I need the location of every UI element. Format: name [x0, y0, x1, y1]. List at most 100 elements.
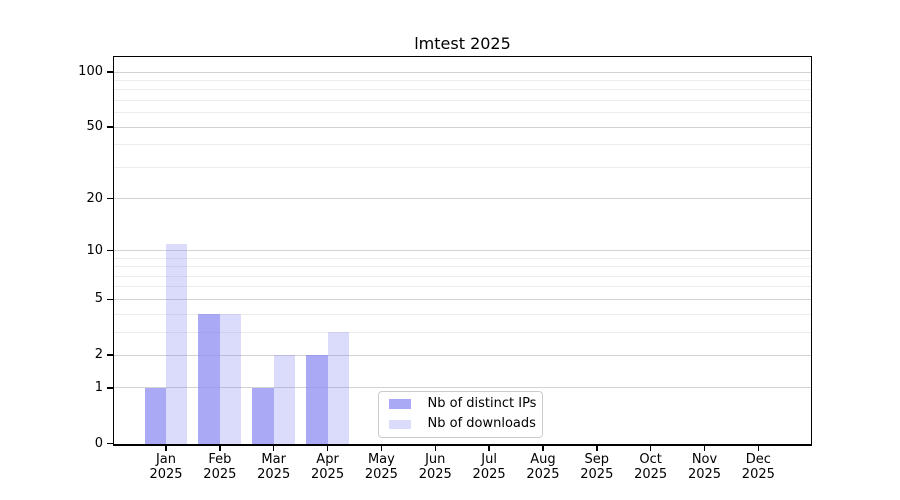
gridline-major — [114, 298, 811, 300]
x-tick-jul — [488, 445, 490, 452]
x-tick-month: Mar — [261, 452, 286, 467]
gridline-major — [114, 198, 811, 200]
y-tick-10 — [106, 249, 114, 252]
x-tick-year: 2025 — [311, 466, 345, 482]
y-tick-1 — [106, 387, 114, 389]
x-tick-year: 2025 — [687, 466, 722, 482]
x-tick-month: Sep — [584, 452, 610, 467]
x-tick-mar — [272, 445, 275, 452]
x-tick-month: Jun — [425, 452, 446, 467]
x-tick-label-sep: Sep 2025 — [567, 452, 627, 482]
x-tick-label-jan: Jan 2025 — [136, 452, 196, 482]
gridline-major — [114, 71, 811, 73]
x-tick-month: Aug — [530, 452, 556, 467]
gridline-major — [114, 126, 811, 128]
gridline-minor — [114, 275, 811, 277]
y-tick-label-10: 10 — [86, 242, 103, 258]
x-tick-year: 2025 — [580, 466, 614, 482]
bar-downloads-mar — [273, 355, 296, 444]
y-tick-5 — [106, 298, 114, 301]
x-tick-nov — [703, 445, 706, 452]
gridline-minor — [114, 286, 811, 288]
legend-label-downloads: Nb of downloads — [427, 416, 536, 432]
x-tick-label-dec: Dec 2025 — [728, 452, 788, 482]
y-tick-2 — [106, 354, 114, 356]
x-tick-oct — [649, 445, 652, 452]
x-tick-year: 2025 — [364, 466, 398, 482]
x-tick-year: 2025 — [526, 466, 560, 482]
y-tick-label-50: 50 — [86, 119, 103, 135]
bar-distinct-ips-mar — [252, 387, 274, 444]
x-tick-month: Jan — [155, 452, 177, 467]
gridline-major — [114, 354, 811, 356]
legend-item-downloads: Nb of downloads — [385, 416, 536, 432]
gridline-minor — [114, 79, 811, 81]
x-tick-year: 2025 — [472, 466, 506, 482]
x-tick-year: 2025 — [741, 466, 775, 482]
x-tick-month: Jul — [481, 452, 497, 467]
bar-downloads-jan — [166, 243, 188, 444]
legend-swatch-downloads — [389, 419, 411, 430]
plot-area — [114, 58, 811, 444]
x-tick-dec — [757, 445, 760, 452]
y-tick-20 — [106, 197, 114, 200]
y-tick-label-100: 100 — [78, 64, 103, 80]
legend-swatch-distinct-ips — [389, 399, 411, 409]
x-tick-month: Feb — [208, 452, 232, 467]
x-tick-month: Oct — [639, 452, 662, 467]
x-tick-jun — [434, 445, 436, 452]
gridline-minor — [114, 331, 811, 333]
gridline-minor — [114, 112, 811, 114]
x-tick-year: 2025 — [257, 466, 291, 482]
y-tick-label-1: 1 — [94, 379, 103, 395]
y-tick-0 — [106, 442, 114, 445]
y-tick-50 — [106, 126, 114, 128]
gridline-minor — [114, 266, 811, 268]
legend-item-distinct-ips: Nb of distinct IPs — [385, 396, 536, 412]
x-tick-jan — [165, 445, 167, 452]
y-tick-label-20: 20 — [86, 190, 103, 206]
y-tick-100 — [106, 71, 114, 73]
bar-distinct-ips-apr — [306, 355, 328, 444]
gridline-minor — [114, 144, 811, 146]
x-tick-year: 2025 — [203, 466, 237, 482]
gridline-minor — [114, 313, 811, 315]
legend: Nb of distinct IPs Nb of downloads — [378, 391, 543, 438]
gridline-major — [114, 387, 811, 389]
gridline-minor — [114, 257, 811, 259]
x-tick-label-feb: Feb 2025 — [190, 452, 250, 482]
x-tick-label-jun: Jun 2025 — [405, 452, 465, 482]
gridline-minor — [114, 166, 811, 168]
y-tick-label-2: 2 — [94, 347, 103, 363]
x-tick-label-aug: Aug 2025 — [513, 452, 573, 482]
y-tick-label-0: 0 — [94, 435, 103, 451]
x-tick-month: Dec — [745, 452, 771, 467]
x-tick-aug — [542, 445, 544, 452]
bar-distinct-ips-jan — [144, 387, 166, 444]
legend-label-distinct-ips: Nb of distinct IPs — [427, 396, 537, 412]
gridline-minor — [114, 89, 811, 91]
chart-title: lmtest 2025 — [414, 34, 511, 53]
x-tick-month: Nov — [691, 452, 718, 467]
x-tick-label-jul: Jul 2025 — [459, 452, 519, 482]
x-tick-label-nov: Nov 2025 — [675, 452, 735, 482]
gridline-minor — [114, 99, 811, 101]
x-tick-year: 2025 — [418, 466, 452, 482]
x-tick-year: 2025 — [634, 466, 668, 482]
x-tick-year: 2025 — [149, 466, 183, 482]
x-tick-month: May — [367, 452, 395, 467]
x-tick-may — [380, 445, 383, 452]
bar-downloads-feb — [219, 314, 242, 444]
x-tick-sep — [596, 445, 598, 452]
x-tick-apr — [326, 445, 329, 452]
gridline-major — [114, 250, 811, 252]
x-tick-label-mar: Mar 2025 — [244, 452, 304, 482]
x-tick-label-oct: Oct 2025 — [621, 452, 681, 482]
x-tick-feb — [219, 445, 221, 452]
x-tick-label-may: May 2025 — [351, 452, 411, 482]
bar-downloads-apr — [327, 332, 349, 444]
x-tick-month: Apr — [316, 452, 339, 467]
x-tick-label-apr: Apr 2025 — [298, 452, 358, 482]
bar-distinct-ips-feb — [198, 314, 220, 444]
